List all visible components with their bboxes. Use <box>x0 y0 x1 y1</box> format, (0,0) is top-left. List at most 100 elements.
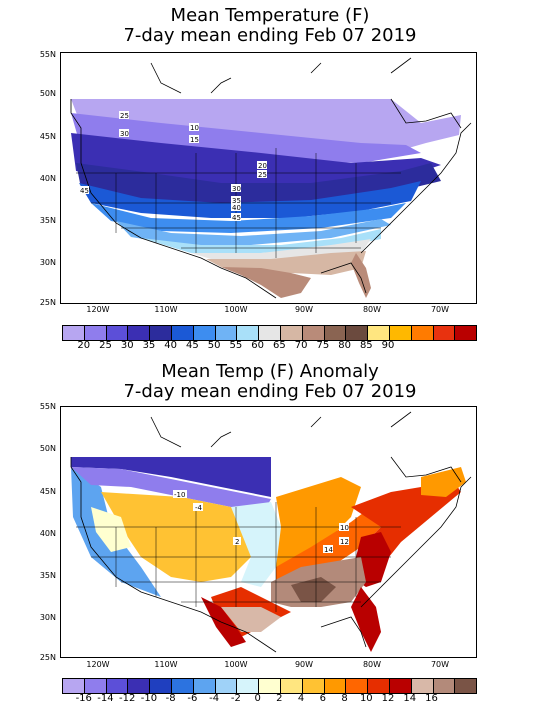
colorbar-swatch <box>193 326 216 340</box>
contour-label: 30 <box>120 130 129 138</box>
bottom-title-line1: Mean Temp (F) Anomaly <box>161 361 379 382</box>
colorbar-swatch <box>84 679 107 693</box>
bottom-lat-label: 40N <box>39 529 56 538</box>
colorbar-swatch <box>411 679 434 693</box>
colorbar-label: -2 <box>230 693 241 704</box>
top-lon-label: 70W <box>430 305 450 314</box>
region-blue3 <box>91 203 406 233</box>
colorbar-swatch <box>128 679 151 693</box>
top-lon-label: 80W <box>362 305 382 314</box>
top-lat-label: 55N <box>39 50 56 59</box>
colorbar-swatch <box>237 679 260 693</box>
top-lon-label: 120W <box>86 305 110 314</box>
colorbar-swatch <box>150 679 172 693</box>
colorbar-label: -12 <box>119 693 136 704</box>
contour-label: -4 <box>195 504 203 512</box>
region-light-yellow <box>91 507 131 552</box>
colorbar-swatch <box>368 679 390 693</box>
contour-label: 25 <box>120 112 129 120</box>
bottom-title-line2: 7-day mean ending Feb 07 2019 <box>123 381 417 402</box>
bottom-lon-label: 110W <box>154 660 178 669</box>
bottom-lat-label: 55N <box>39 402 56 411</box>
colorbar-label: 70 <box>294 340 308 351</box>
contour-label: 15 <box>190 136 199 144</box>
colorbar-label: -14 <box>97 693 114 704</box>
colorbar-swatch <box>389 326 412 340</box>
colorbar-swatch <box>346 679 369 693</box>
colorbar-swatch <box>259 679 281 693</box>
top-map-title: Mean Temperature (F) 7-day mean ending F… <box>0 6 540 46</box>
state-lines <box>76 502 401 612</box>
bottom-map-graphic: -10 -4 10 12 14 2 <box>70 411 472 653</box>
colorbar-swatch <box>259 326 281 340</box>
colorbar-label: -8 <box>165 693 176 704</box>
bottom-map-title: Mean Temp (F) Anomaly 7-day mean ending … <box>0 362 540 402</box>
region-darkred-texas <box>201 597 246 647</box>
colorbar-label: -4 <box>209 693 220 704</box>
region-florida-red <box>351 587 381 652</box>
bottom-colorbar <box>62 678 477 694</box>
colorbar-swatch <box>237 326 260 340</box>
colorbar-label: -10 <box>140 693 158 704</box>
region-tan-texas <box>221 607 281 632</box>
colorbar-label: 4 <box>297 693 305 704</box>
contour-label: 45 <box>232 214 241 222</box>
colorbar-label: 60 <box>251 340 264 351</box>
bottom-lat-label: 30N <box>39 613 56 622</box>
colorbar-label: 10 <box>359 693 373 704</box>
colorbar-swatch <box>106 679 129 693</box>
bottom-lat-label: 45N <box>39 487 56 496</box>
colorbar-swatch <box>150 326 172 340</box>
colorbar-label: 40 <box>164 340 178 351</box>
top-map-graphic: 25 30 10 15 20 25 30 35 40 45 45 <box>70 57 472 299</box>
top-temperature-map: 25 30 10 15 20 25 30 35 40 45 45 <box>60 52 477 304</box>
contour-label: 10 <box>340 524 349 532</box>
colorbar-swatch <box>106 326 129 340</box>
top-lat-label: 45N <box>39 132 56 141</box>
contour-label: 2 <box>235 538 239 546</box>
coastline <box>70 411 472 653</box>
colorbar-label: 35 <box>142 340 156 351</box>
bottom-lon-label: 100W <box>224 660 248 669</box>
region-cold-west <box>71 467 161 597</box>
colorbar-swatch <box>455 326 477 340</box>
contour-label: 20 <box>258 162 267 170</box>
colorbar-label: 80 <box>338 340 351 351</box>
colorbar-label: -16 <box>75 693 92 704</box>
bottom-lat-label: 25N <box>39 653 56 662</box>
contour-label: 30 <box>232 185 241 193</box>
colorbar-swatch <box>389 679 412 693</box>
colorbar-label: 14 <box>403 693 417 704</box>
colorbar-label: 65 <box>272 340 286 351</box>
colorbar-swatch <box>63 326 85 340</box>
colorbar-swatch <box>63 679 85 693</box>
colorbar-swatch <box>84 326 107 340</box>
contour-label: 14 <box>324 546 333 554</box>
colorbar-label: 12 <box>381 693 395 704</box>
region-darkbrown <box>291 577 336 602</box>
colorbar-label: 45 <box>186 340 199 351</box>
coastline <box>70 57 472 299</box>
region-dark <box>71 133 441 188</box>
colorbar-swatch <box>215 679 238 693</box>
contour-label: 35 <box>232 197 241 205</box>
colorbar-label: 20 <box>77 340 91 351</box>
bottom-lon-label: 90W <box>294 660 314 669</box>
region-east-warm <box>276 477 361 567</box>
contour-labels: -10 -4 10 12 14 2 <box>173 490 349 554</box>
colorbar-label: 16 <box>425 693 438 704</box>
contour-label: 40 <box>232 204 241 212</box>
bottom-lat-label: 50N <box>39 444 56 453</box>
top-title-line1: Mean Temperature (F) <box>170 5 370 26</box>
colorbar-swatch <box>128 326 151 340</box>
bottom-anomaly-map: -10 -4 10 12 14 2 <box>60 406 477 658</box>
bottom-lon-label: 70W <box>430 660 450 669</box>
bottom-lon-label: 80W <box>362 660 382 669</box>
top-lat-label: 25N <box>39 298 56 307</box>
region-blue4 <box>116 219 391 245</box>
colorbar-swatch <box>171 679 194 693</box>
bottom-lat-label: 35N <box>39 571 56 580</box>
colorbar-label: 6 <box>319 693 327 704</box>
region-florida <box>351 253 371 298</box>
top-lat-label: 40N <box>39 174 56 183</box>
